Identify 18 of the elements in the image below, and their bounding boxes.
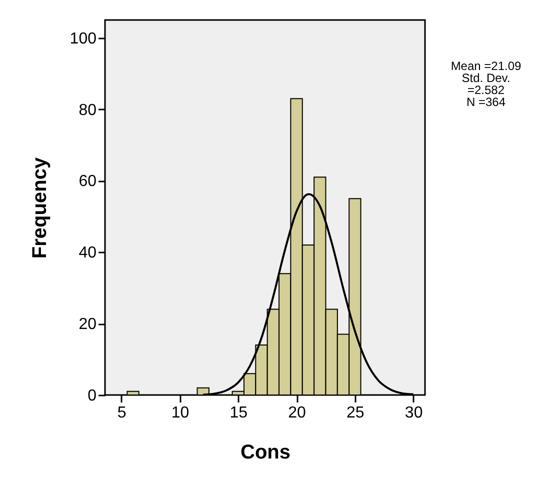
y-tick-label: 100: [70, 30, 97, 48]
text: N =364: [466, 95, 506, 109]
y-tick-label: 60: [78, 173, 97, 190]
x-tick-label: 15: [230, 404, 248, 422]
text: Mean =21.09: [450, 59, 522, 73]
y-tick-label: 20: [78, 316, 97, 334]
x-tick-label: 30: [404, 404, 423, 422]
text: Std. Dev.: [462, 71, 510, 85]
y-axis-title: Frequency: [28, 156, 51, 259]
x-tick-label: 20: [288, 404, 306, 422]
text: =2.582: [467, 83, 505, 97]
y-tick-label: 40: [78, 244, 97, 262]
y-tick-label: 80: [78, 102, 97, 119]
x-tick-label: 25: [346, 404, 364, 422]
x-axis-title: Cons: [240, 442, 290, 464]
y-tick-label: 0: [88, 388, 97, 404]
x-tick-label: 5: [117, 404, 126, 422]
x-tick-label: 10: [171, 404, 190, 422]
